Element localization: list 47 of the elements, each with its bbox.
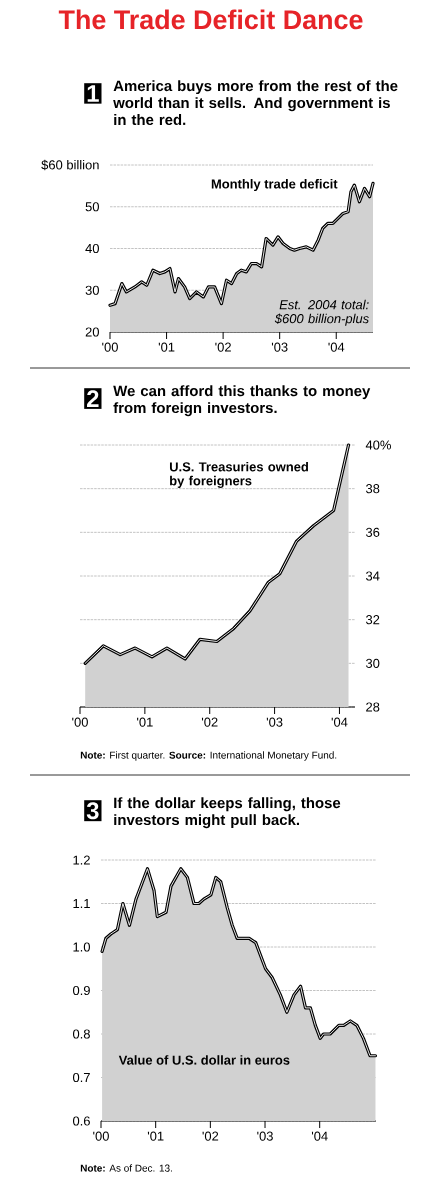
- y-tick-label: 40: [85, 243, 99, 254]
- text: Note: First quarter. Source: International Monetary Fund.: [80, 751, 337, 761]
- x-tick-label: '02: [201, 717, 218, 727]
- series-label: Monthly trade deficit: [211, 179, 338, 192]
- chart-title: If the dollar keeps falling, those investors might pull back.: [114, 797, 341, 829]
- x-tick-label: '04: [328, 342, 345, 352]
- y2-tick-label: 32: [365, 615, 380, 625]
- chart-subtitle: America buys more from the rest of the world than it sells. And government is in the red.: [113, 80, 398, 126]
- y2-tick-label: 36: [365, 527, 380, 537]
- x-tick-label: '04: [311, 1131, 328, 1141]
- y-tick-label: $60 billion: [41, 159, 99, 171]
- y2-tick-label: 34: [365, 571, 380, 581]
- text: Note: As of Dec. 13.: [80, 1164, 172, 1172]
- y-tick-label: 0.8: [72, 1029, 90, 1039]
- y2-tick-label: 40%: [365, 440, 391, 450]
- x-tick-label: '01: [137, 717, 153, 727]
- x-tick-label: '00: [72, 717, 88, 727]
- x-tick-label: '03: [266, 717, 283, 727]
- y-tick-label: 0.6: [72, 1116, 90, 1126]
- x-tick-label: '03: [257, 1131, 273, 1141]
- x-tick-label: '01: [147, 1131, 164, 1141]
- x-tick-label: '00: [102, 342, 118, 352]
- y-tick-label: 0.9: [72, 985, 90, 996]
- y2-tick-label: 30: [365, 658, 380, 668]
- x-tick-label: '02: [202, 1131, 219, 1141]
- y2-tick-label: 38: [365, 484, 380, 494]
- x-tick-label: '03: [271, 342, 288, 352]
- text: 3: [86, 802, 99, 820]
- text: U.S. Treasuries owned by foreigners: [169, 461, 308, 489]
- y2-tick-label: 28: [366, 702, 380, 712]
- x-tick-label: '01: [158, 342, 175, 352]
- x-tick-label: '04: [331, 717, 348, 727]
- series-label: Value of U.S. dollar in euros: [118, 1055, 290, 1065]
- y-tick-label: 1.0: [73, 942, 90, 952]
- y-tick-label: 20: [85, 327, 99, 337]
- y-tick-label: 1.2: [73, 855, 90, 865]
- y-tick-label: 30: [85, 285, 99, 295]
- y-tick-label: 0.7: [72, 1072, 90, 1083]
- text: 1: [87, 85, 99, 102]
- chart-title: We can afford this thanks to money from foreign investors.: [113, 385, 371, 417]
- x-tick-label: '00: [93, 1131, 109, 1141]
- annotation: Est. 2004 total: $600 billion-plus: [274, 299, 369, 326]
- y-tick-label: 50: [85, 202, 99, 212]
- text: 2: [87, 390, 99, 407]
- x-tick-label: '02: [215, 342, 231, 352]
- chart-title: The Trade Deficit Dance: [58, 9, 363, 30]
- y-tick-label: 1.1: [73, 899, 90, 908]
